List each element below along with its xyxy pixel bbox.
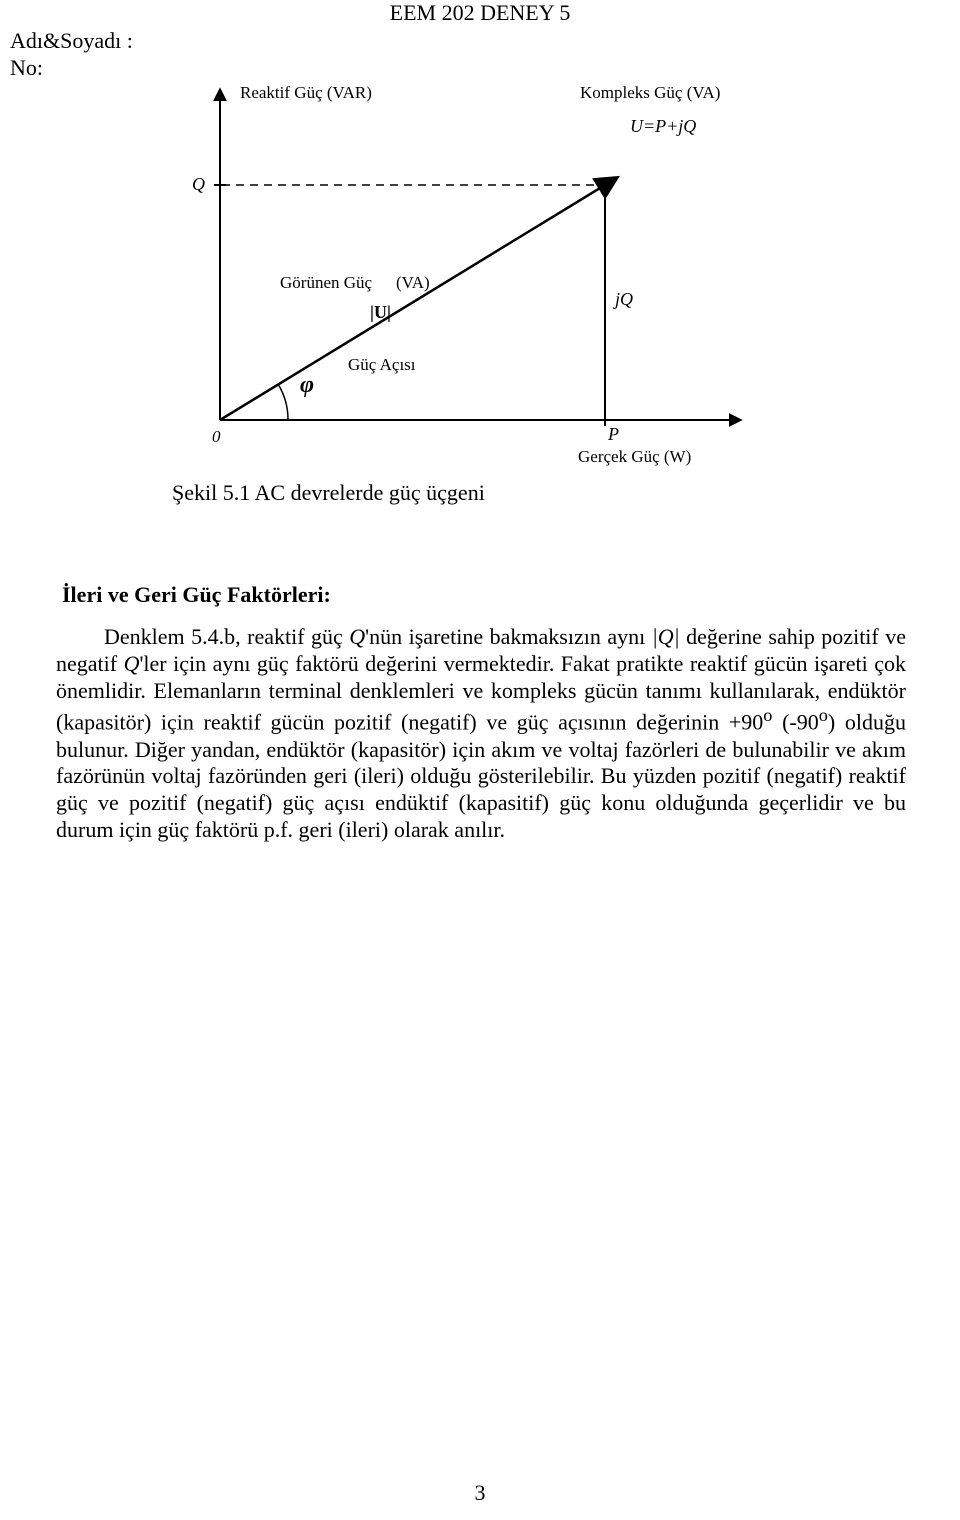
mag-u-label: |U|	[370, 302, 391, 322]
p-t02: Q	[349, 624, 365, 649]
figure-caption: Şekil 5.1 AC devrelerde güç üçgeni	[172, 480, 485, 506]
angle-label: Güç Açısı	[348, 355, 416, 374]
page-number: 3	[0, 1480, 960, 1506]
p-t06: Q	[124, 651, 140, 676]
q-label: Q	[192, 174, 205, 194]
p-t01: Denklem 5.4.b, reaktif güç	[104, 624, 349, 649]
xaxis-label: Gerçek Güç (W)	[578, 447, 691, 466]
p-t10: o	[819, 705, 828, 725]
no-label: No:	[10, 55, 43, 81]
section-heading: İleri ve Geri Güç Faktörleri:	[62, 582, 331, 608]
jq-label: jQ	[613, 289, 633, 309]
name-label: Adı&Soyadı :	[10, 28, 133, 54]
page-container: EEM 202 DENEY 5 Adı&Soyadı : No:	[0, 0, 960, 1520]
apparent-label: Görünen Güç	[280, 273, 373, 292]
origin-label: 0	[212, 427, 221, 446]
yaxis-label: Reaktif Güç (VAR)	[240, 83, 372, 102]
p-label: P	[607, 424, 619, 444]
p-t03: 'nün işaretine bakmaksızın aynı	[365, 624, 652, 649]
body-paragraph: Denklem 5.4.b, reaktif güç Q'nün işareti…	[56, 624, 906, 844]
u-eq-label: U=P+jQ	[630, 116, 696, 136]
p-t04: |Q|	[652, 624, 680, 649]
diagram-svg: Reaktif Güç (VAR) Kompleks Güç (VA) U=P+…	[160, 70, 800, 470]
power-triangle-diagram: Reaktif Güç (VAR) Kompleks Güç (VA) U=P+…	[160, 70, 800, 470]
angle-arc	[278, 384, 288, 420]
phi-label: φ	[300, 372, 314, 398]
p-t09: (-90	[772, 710, 818, 735]
course-title: EEM 202 DENEY 5	[0, 0, 960, 26]
complex-power-label: Kompleks Güç (VA)	[580, 83, 720, 102]
apparent-unit-label: (VA)	[396, 273, 430, 292]
